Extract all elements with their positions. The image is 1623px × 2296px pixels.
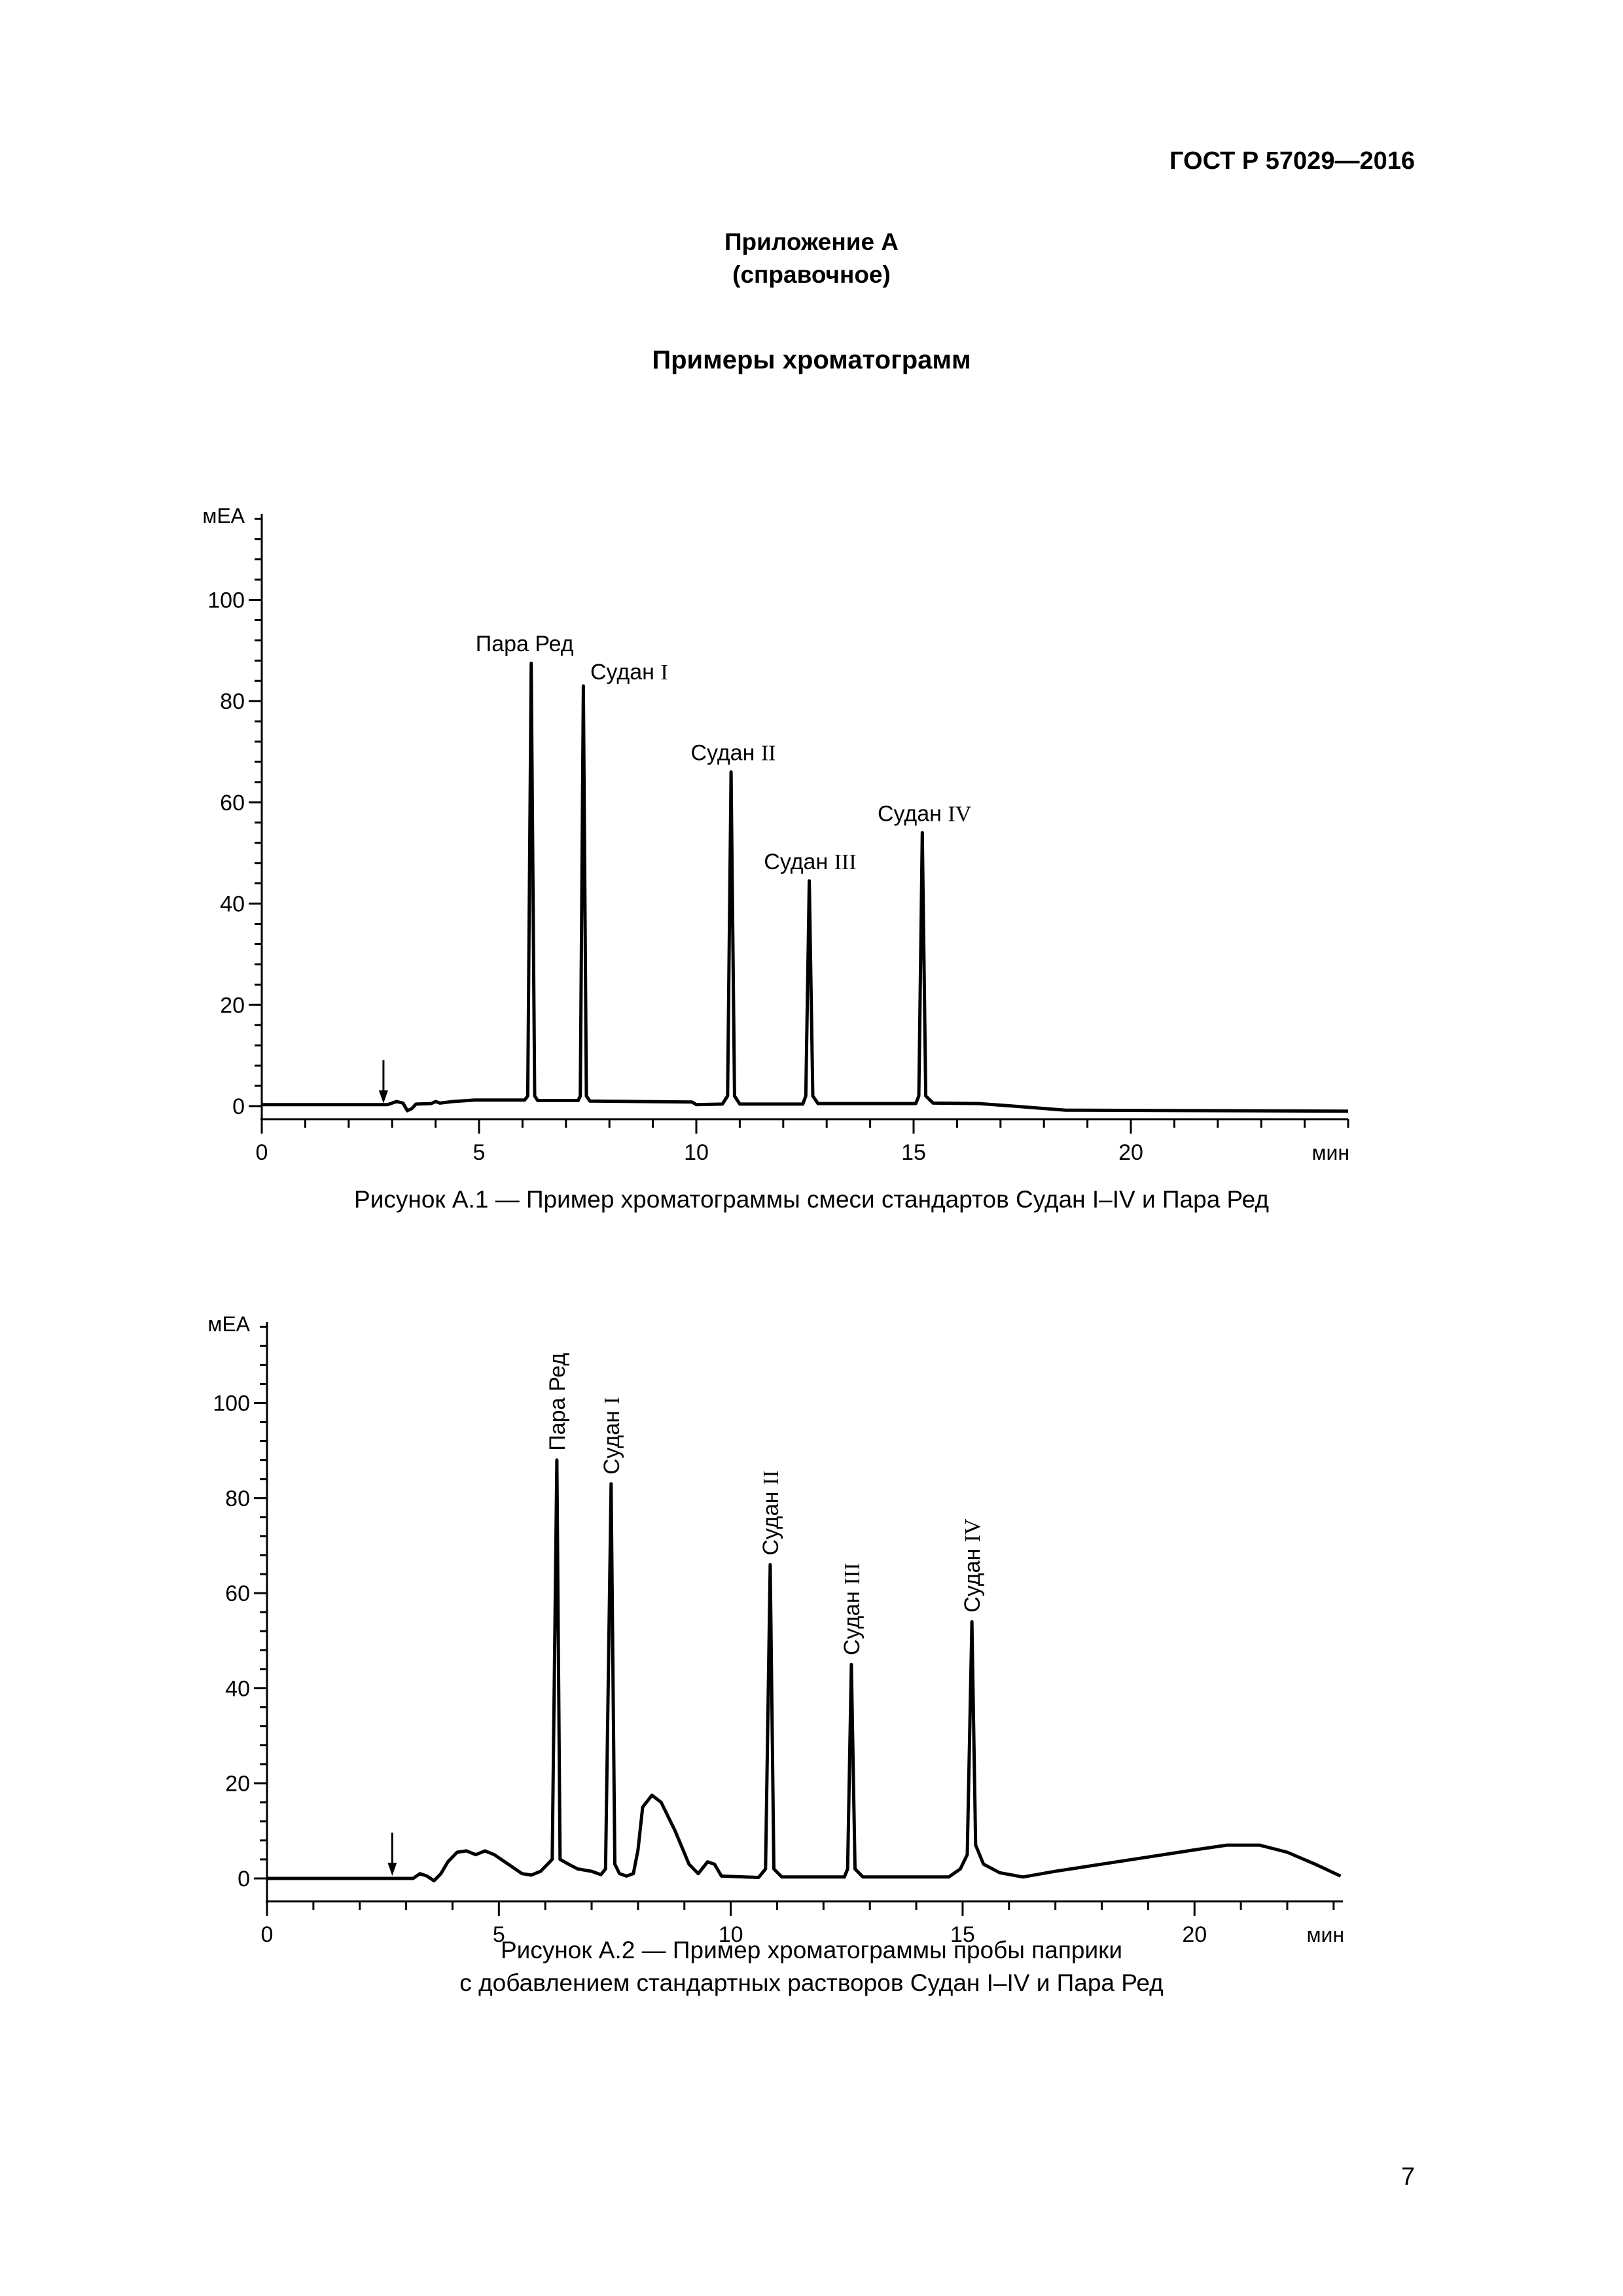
chart1-y-tick-label: 80	[220, 689, 245, 714]
chart2-peak-label-text: Судан IV	[960, 1518, 985, 1613]
annex-type: (справочное)	[732, 261, 891, 288]
chart2-y-tick-label: 80	[225, 1486, 250, 1511]
chart2-peak-label: Судан III	[840, 1563, 865, 1655]
chart2-series-line	[267, 1458, 1342, 1883]
chart2-x-tick-label: 20	[1182, 1922, 1207, 1947]
chart1-peak-label-text: Судан III	[764, 850, 856, 874]
chart1-peak-label-text: Судан I	[590, 660, 668, 685]
chart2-y-tick-label: 100	[213, 1391, 250, 1416]
chart1-x-tick-label: 0	[256, 1140, 268, 1165]
chart1-peak-label: Пара Ред	[476, 632, 574, 656]
chart1-peak-label: Судан IV	[878, 801, 972, 826]
chart1-peak-label: Судан III	[764, 850, 856, 874]
chart1-peak-label-text: Судан IV	[878, 801, 972, 826]
figure-a2-caption-line-1: Рисунок А.2 — Пример хроматограммы пробы…	[500, 1937, 1122, 1964]
chart2-x-tick-label: 0	[261, 1922, 274, 1947]
chart1-y-axis-label: мЕА	[202, 504, 245, 528]
chart1-peak-label: Судан I	[590, 660, 668, 685]
figure-a2-caption-line-2: с добавлением стандартных растворов Суда…	[459, 1969, 1164, 1996]
chart1-peak-label-text: Пара Ред	[476, 632, 574, 656]
annex-heading: Приложение А (справочное)	[0, 226, 1623, 291]
chart2-injection-arrowhead	[387, 1863, 397, 1876]
chart1-y-tick-label: 20	[220, 993, 245, 1018]
figure-a1-caption-line: Рисунок А.1 — Пример хроматограммы смеси…	[354, 1186, 1269, 1213]
chart1-y-tick-label: 40	[220, 892, 245, 917]
chart2-x-tick-label: 5	[493, 1922, 505, 1947]
chart1-series-line	[262, 661, 1349, 1113]
annex-label: Приложение А	[724, 228, 899, 255]
chart2-x-axis-label: мин	[1306, 1923, 1344, 1946]
standard-id: ГОСТ Р 57029—2016	[1169, 147, 1415, 175]
chart2-peak-label-text: Судан I	[599, 1397, 624, 1475]
chromatogram-a1: 0 20 40 60 80 100 мЕА 0 5 10 15 20 мин Пара Ред Судан …	[202, 504, 1349, 1165]
chart2-y-tick-label: 40	[225, 1676, 250, 1701]
chart2-y-tick-label: 20	[225, 1772, 250, 1797]
chromatogram-a2: 0 20 40 60 80 100 мЕА 0 5 10 15 20 мин Пара Ред Судан …	[207, 1312, 1344, 1947]
chart2-peak-label-text: Судан II	[758, 1470, 783, 1555]
chart1-y-tick-label: 60	[220, 791, 245, 816]
chart1-x-tick-label: 20	[1118, 1140, 1143, 1165]
chart1-y-tick-label: 0	[232, 1094, 245, 1119]
page-number: 7	[1400, 2163, 1415, 2191]
annex-title: Примеры хроматограмм	[652, 346, 971, 374]
chart1-x-tick-label: 10	[684, 1140, 709, 1165]
figure-a2-caption: Рисунок А.2 — Пример хроматограммы пробы…	[0, 1934, 1623, 2000]
chart1-peak-label: Судан II	[690, 740, 776, 765]
chart1-peak-label-text: Судан II	[690, 740, 776, 765]
chart2-peak-label-text: Судан III	[840, 1563, 865, 1655]
chart2-y-tick-label: 0	[238, 1867, 250, 1892]
chart2-peak-label: Судан II	[758, 1470, 783, 1555]
chart2-y-axis-label: мЕА	[207, 1312, 250, 1336]
chart2-peak-label: Судан IV	[960, 1518, 985, 1613]
chart2-x-tick-label: 10	[719, 1922, 743, 1947]
chart1-y-tick-label: 100	[207, 588, 245, 613]
chart2-x-tick-label: 15	[950, 1922, 975, 1947]
chart1-x-tick-label: 5	[473, 1140, 486, 1165]
chart2-peak-label-text: Пара Ред	[545, 1353, 570, 1451]
chart2-y-tick-label: 60	[225, 1581, 250, 1606]
chart2-peak-label: Пара Ред	[545, 1353, 570, 1451]
figure-a1-caption: Рисунок А.1 — Пример хроматограммы смеси…	[0, 1183, 1623, 1216]
chart1-x-tick-label: 15	[901, 1140, 926, 1165]
chart1-injection-arrowhead	[378, 1090, 388, 1103]
chart1-x-axis-label: мин	[1311, 1141, 1349, 1164]
chart2-peak-label: Судан I	[599, 1397, 624, 1475]
